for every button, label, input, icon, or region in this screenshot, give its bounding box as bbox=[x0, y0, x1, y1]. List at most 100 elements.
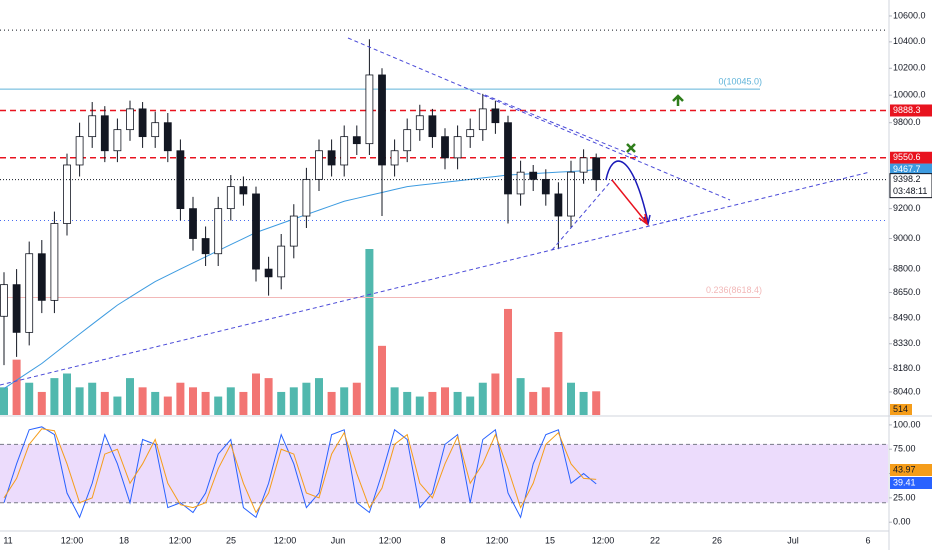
volume-bar bbox=[37, 391, 46, 415]
candle-body bbox=[453, 136, 462, 159]
x-tick-label: 8 bbox=[440, 535, 445, 545]
x-tick-label: 11 bbox=[3, 535, 12, 545]
candle-body bbox=[50, 223, 59, 301]
y-tick-label: 8330.0 bbox=[893, 338, 921, 348]
volume-bar bbox=[478, 382, 487, 415]
volume-bar bbox=[453, 391, 462, 415]
volume-bar bbox=[25, 382, 34, 415]
candle-body bbox=[327, 150, 336, 166]
volume-bar bbox=[327, 391, 336, 415]
arrow-head bbox=[638, 213, 649, 226]
candle-body bbox=[428, 115, 437, 138]
y-tick-label: 25.00 bbox=[893, 492, 916, 502]
volume-bar bbox=[289, 387, 298, 415]
x-tick-label: 12:00 bbox=[379, 535, 402, 545]
y-tick-label: 10000.0 bbox=[893, 90, 926, 100]
candle-body bbox=[491, 108, 500, 124]
candle-body bbox=[554, 193, 563, 217]
candle-body bbox=[264, 268, 273, 278]
volume-bar bbox=[63, 373, 71, 415]
candle-body bbox=[516, 171, 525, 195]
value-tag bbox=[890, 464, 932, 476]
x-tick-label: 12:00 bbox=[592, 535, 615, 545]
projection-arrow bbox=[611, 179, 647, 223]
volume-bar bbox=[554, 332, 563, 415]
drawings bbox=[0, 37, 871, 386]
candle-body bbox=[441, 136, 449, 159]
y-tick-label: 10600.0 bbox=[893, 10, 926, 20]
volume-bar bbox=[378, 345, 386, 415]
volume-bar bbox=[516, 378, 525, 415]
y-tick-label: 8180.0 bbox=[893, 363, 921, 373]
candle-body bbox=[163, 122, 172, 152]
value-tag bbox=[890, 477, 932, 489]
volume-bar bbox=[592, 391, 601, 415]
volume-bar bbox=[567, 382, 575, 415]
candle-body bbox=[201, 238, 210, 255]
volume-bar bbox=[504, 308, 512, 415]
price-tag-label: 9398.2 bbox=[893, 174, 921, 184]
trendline bbox=[347, 37, 731, 201]
candle-body bbox=[214, 208, 223, 255]
candle-body bbox=[378, 74, 386, 166]
ma-tag bbox=[890, 163, 932, 176]
ma-tag-label: 9467.7 bbox=[893, 164, 921, 174]
candle-body bbox=[592, 157, 601, 181]
volume-bar bbox=[466, 396, 475, 415]
x-tick-label: 25 bbox=[226, 535, 236, 545]
trendline bbox=[0, 171, 871, 386]
y-tick-label: 8650.0 bbox=[893, 287, 921, 297]
volume-bar bbox=[12, 359, 21, 415]
candle-body bbox=[113, 129, 122, 152]
moving-average bbox=[3, 169, 597, 390]
volume-bar bbox=[365, 249, 374, 415]
price-tag bbox=[890, 151, 932, 164]
y-tick-label: 10400.0 bbox=[893, 36, 926, 46]
volume-bar bbox=[138, 387, 147, 415]
y-tick-label: 100.00 bbox=[893, 419, 921, 429]
y-tick-label: 75.00 bbox=[893, 444, 916, 454]
volume-bar bbox=[239, 391, 248, 415]
y-tick-label: 9200.0 bbox=[893, 203, 921, 213]
x-tick-label: 12:00 bbox=[274, 535, 297, 545]
volume-bar bbox=[415, 396, 424, 415]
candle-body bbox=[100, 115, 109, 152]
volume-bar bbox=[189, 387, 197, 415]
volume-bar bbox=[252, 373, 260, 415]
candle-body bbox=[415, 115, 424, 131]
volume-bar bbox=[151, 391, 160, 415]
candle-body bbox=[340, 136, 349, 166]
cross-icon bbox=[626, 143, 636, 153]
volume-bar bbox=[302, 382, 311, 415]
x-tick-label: 15 bbox=[545, 535, 555, 545]
volume-bar bbox=[441, 387, 449, 415]
volume-bar bbox=[340, 387, 349, 415]
candle-body bbox=[88, 115, 97, 138]
price-tag bbox=[890, 104, 932, 117]
volume-bar bbox=[541, 387, 550, 415]
volume-bar bbox=[277, 391, 286, 415]
candle-body bbox=[289, 215, 298, 247]
candle-body bbox=[567, 171, 575, 217]
candle-body bbox=[403, 129, 412, 152]
candle-body bbox=[151, 122, 160, 138]
candle-body bbox=[504, 122, 512, 195]
candle-body bbox=[138, 108, 147, 138]
candle-body bbox=[25, 253, 34, 333]
y-tick-label: 9000.0 bbox=[893, 233, 921, 243]
x-tick-label: 22 bbox=[650, 535, 660, 545]
candle-body bbox=[478, 108, 487, 131]
volume-bar bbox=[176, 382, 185, 415]
candle-body bbox=[189, 208, 197, 239]
candle-body bbox=[252, 193, 260, 270]
y-tick-label: 8040.0 bbox=[893, 386, 921, 396]
x-tick-label: 12:00 bbox=[61, 535, 84, 545]
volume-bar bbox=[579, 391, 588, 415]
volume-bar bbox=[113, 396, 122, 415]
candle-body bbox=[365, 74, 374, 145]
candle-body bbox=[0, 284, 8, 317]
x-tick-label: 12:00 bbox=[486, 535, 509, 545]
trendline bbox=[551, 179, 613, 251]
oscillator-line bbox=[3, 428, 597, 514]
